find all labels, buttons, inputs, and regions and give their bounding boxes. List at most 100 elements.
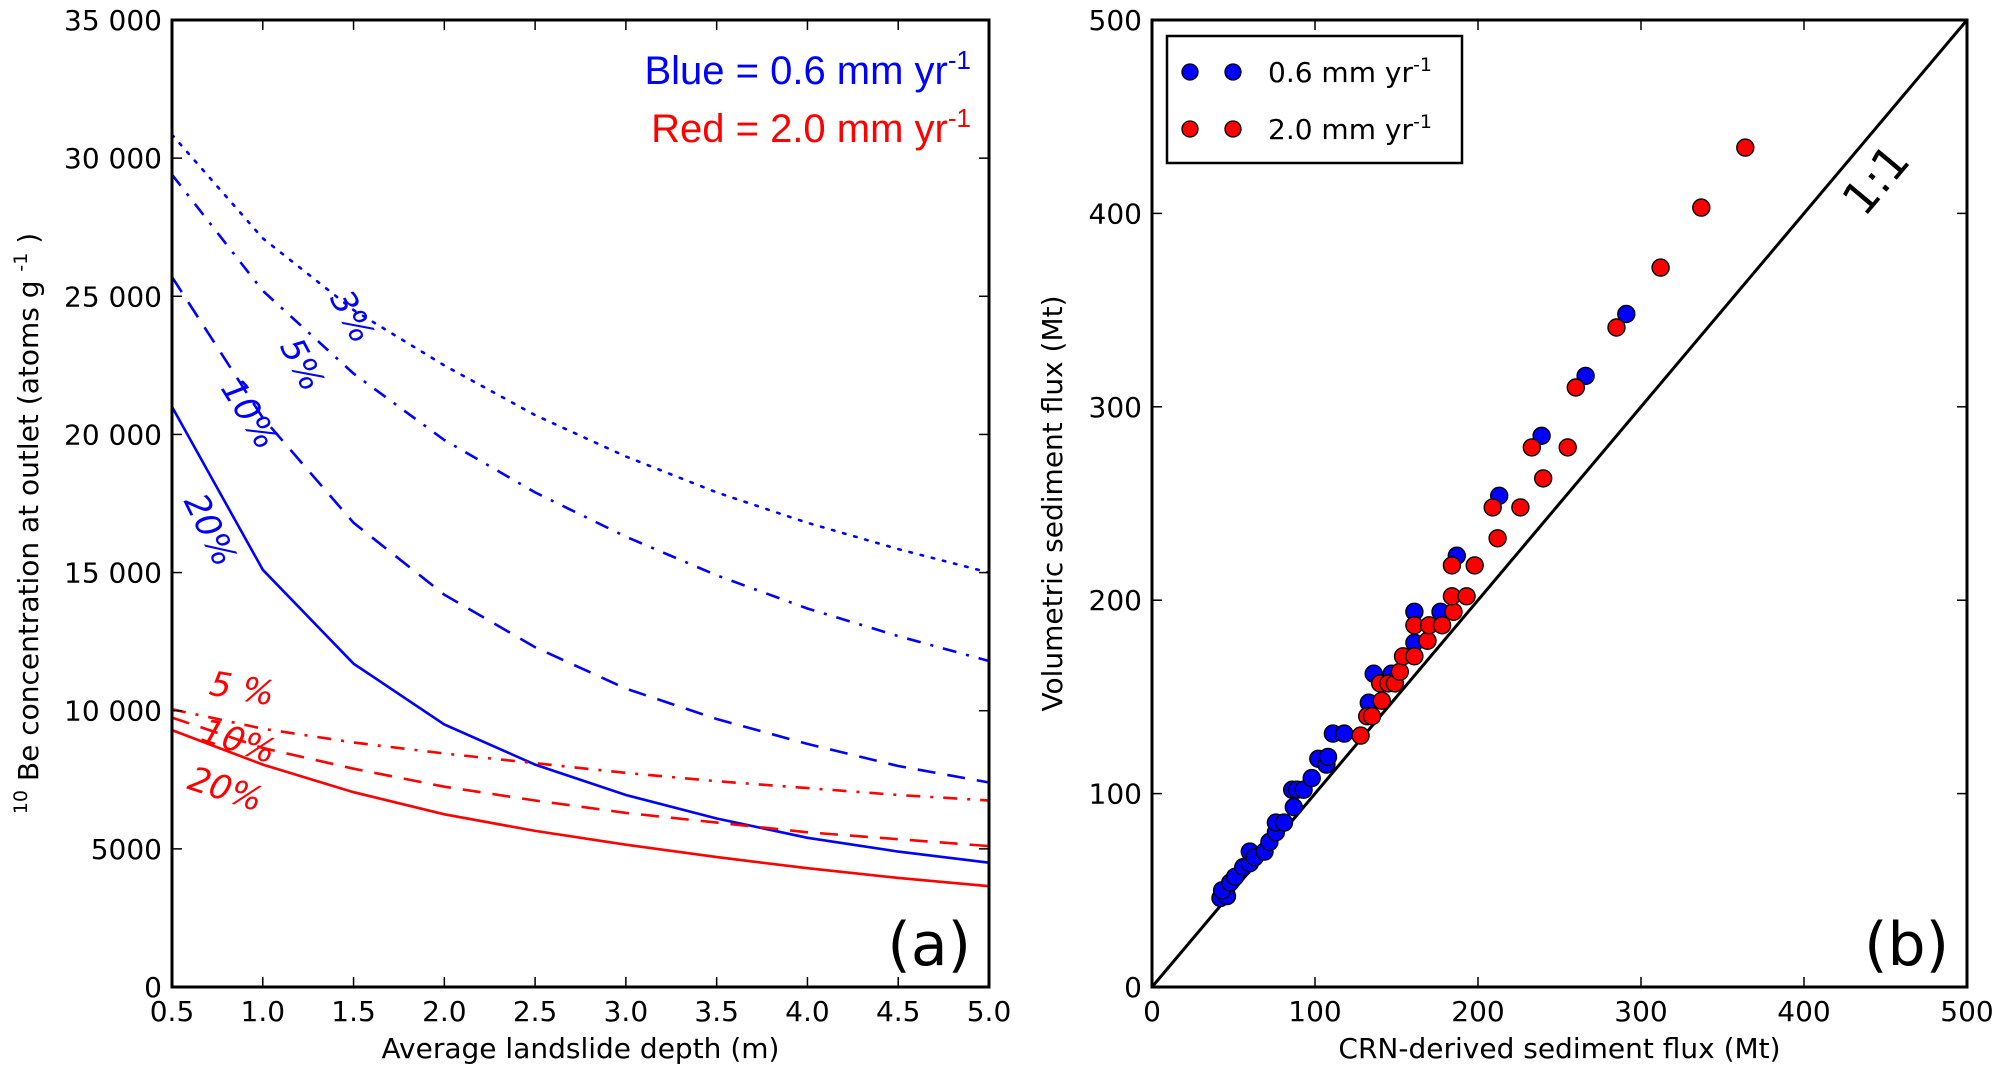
y-tick-label: 400 (1089, 197, 1142, 230)
ylabel-close: ) (12, 233, 45, 244)
legend-marker-red (1181, 120, 1199, 138)
data-point-red (1444, 602, 1463, 621)
panel-b: 0 100 200 300 400 500 0 100 200 300 400 500 CRN-de… (1036, 4, 1994, 1065)
x-tick-label: 4.5 (876, 995, 921, 1028)
y-tick-label: 200 (1089, 584, 1142, 617)
ylabel-main: Be concentration at outlet (atoms g (12, 280, 45, 781)
data-point-red (1607, 318, 1626, 337)
y-tick-label: 15 000 (64, 557, 162, 590)
x-tick-label: 0 (1143, 995, 1161, 1028)
panel-b-y-axis-label: Volumetric sediment flux (Mt) (1036, 295, 1069, 711)
data-point-red (1457, 587, 1476, 606)
data-point-blue (1335, 724, 1354, 743)
x-tick-label: 100 (1288, 995, 1341, 1028)
legend-label: 2.0 mm yr-1 (1268, 111, 1432, 146)
x-tick-label: 3.5 (694, 995, 739, 1028)
curve-blue-10- (170, 276, 990, 784)
curve-red-5- (171, 708, 990, 802)
panel-b-x-ticks: 0 100 200 300 400 500 (1143, 20, 1994, 1028)
annotation-red-rate: Red = 2.0 mm yr-1 (651, 103, 971, 151)
data-point-red (1405, 647, 1424, 666)
legend-box (1165, 34, 1464, 165)
data-point-red (1511, 498, 1530, 517)
y-tick-label: 10 000 (64, 695, 162, 728)
data-point-red (1390, 662, 1410, 681)
data-point-red (1651, 258, 1670, 277)
curve-label-blue-5-: 5% (271, 332, 332, 398)
y-tick-label: 30 000 (64, 142, 162, 175)
legend-label-sup: -1 (1413, 54, 1432, 76)
y-tick-label: 20 000 (64, 418, 162, 451)
data-point-blue (1302, 768, 1321, 788)
data-point-red (1442, 556, 1462, 575)
curve-red-20- (171, 728, 990, 888)
panel-a-frame (170, 18, 991, 989)
x-tick-label: 400 (1777, 995, 1830, 1028)
y-tick-label: 0 (144, 971, 162, 1004)
data-point-red (1533, 469, 1553, 488)
legend-marker-red (1224, 120, 1242, 138)
annotation-red-sup: -1 (948, 103, 971, 133)
data-point-red (1351, 726, 1370, 745)
panel-b-label: (b) (1864, 910, 1949, 980)
panel-b-points (1211, 138, 1755, 908)
data-point-red (1488, 529, 1507, 548)
curve-blue-3- (170, 133, 991, 574)
annotation-blue-sup: -1 (948, 45, 971, 75)
data-point-red (1432, 616, 1452, 635)
x-tick-label: 300 (1614, 995, 1667, 1028)
x-tick-label: 3.0 (604, 995, 649, 1028)
curve-blue-5- (170, 173, 990, 663)
data-point-red (1465, 556, 1484, 575)
legend-label: 0.6 mm yr-1 (1268, 54, 1432, 89)
x-tick-label: 1.0 (241, 995, 286, 1028)
data-point-red (1692, 198, 1711, 217)
data-point-blue (1576, 366, 1595, 386)
panel-b-y-ticks: 0 100 200 300 400 500 (1089, 4, 1967, 1004)
annotation-red-text: Red = 2.0 mm yr (651, 107, 948, 151)
y-tick-label: 300 (1089, 391, 1142, 424)
legend-marker-blue (1181, 63, 1199, 81)
panel-a-curves (170, 133, 991, 888)
y-tick-label: 100 (1089, 778, 1142, 811)
data-point-red (1483, 498, 1502, 517)
data-point-red (1522, 438, 1542, 457)
x-tick-label: 2.0 (422, 995, 467, 1028)
panel-a-y-ticks: 0 5000 10 000 15 000 20 000 25 000 30 000 35 00… (64, 4, 989, 1004)
curve-blue-20- (170, 406, 990, 864)
y-tick-label: 0 (1124, 971, 1142, 1004)
legend: 0.6 mm yr-12.0 mm yr-1 (1165, 34, 1464, 165)
annotation-blue-rate: Blue = 0.6 mm yr-1 (644, 45, 971, 93)
legend-label-text: 0.6 mm yr (1268, 56, 1413, 89)
y-tick-label: 5000 (91, 833, 162, 866)
x-tick-label: 0.5 (150, 995, 195, 1028)
legend-marker-blue (1224, 63, 1242, 81)
data-point-red (1418, 631, 1437, 650)
panel-a-label: (a) (887, 910, 971, 980)
x-tick-label: 4.0 (785, 995, 830, 1028)
x-tick-label: 200 (1451, 995, 1504, 1028)
data-point-blue (1284, 797, 1304, 817)
data-point-red (1362, 707, 1382, 726)
curve-label-red-20-: 20% (183, 759, 267, 820)
panel-a-x-ticks: 0.5 1.0 1.5 2.0 2.5 3.0 3.5 4.0 4.5 5.0 (150, 20, 1012, 1028)
data-point-red (1558, 438, 1577, 457)
one-to-one-label: 1:1 (1831, 134, 1920, 225)
data-point-red (1736, 138, 1755, 157)
panel-a-y-axis-label: 10 Be concentration at outlet (atoms g -… (10, 233, 45, 814)
panel-a: 0.5 1.0 1.5 2.0 2.5 3.0 3.5 4.0 4.5 5.0 0 5000 10 0… (10, 4, 1011, 1065)
curve-label-red-5-: 5 % (207, 664, 278, 715)
curve-label-blue-10-: 10% (212, 372, 286, 457)
data-point-blue (1274, 813, 1294, 832)
curve-label-blue-3-: 3% (321, 284, 382, 350)
y-tick-label: 500 (1089, 4, 1142, 37)
data-point-blue (1532, 426, 1551, 445)
legend-label-sup: -1 (1413, 111, 1432, 133)
y-tick-label: 25 000 (64, 280, 162, 313)
data-point-blue (1617, 304, 1636, 324)
y-tick-label: 35 000 (64, 4, 162, 37)
x-tick-label: 5.0 (967, 995, 1012, 1028)
ylabel-isotope-superscript: 10 (10, 790, 32, 814)
curve-label-blue-20-: 20% (175, 487, 244, 572)
